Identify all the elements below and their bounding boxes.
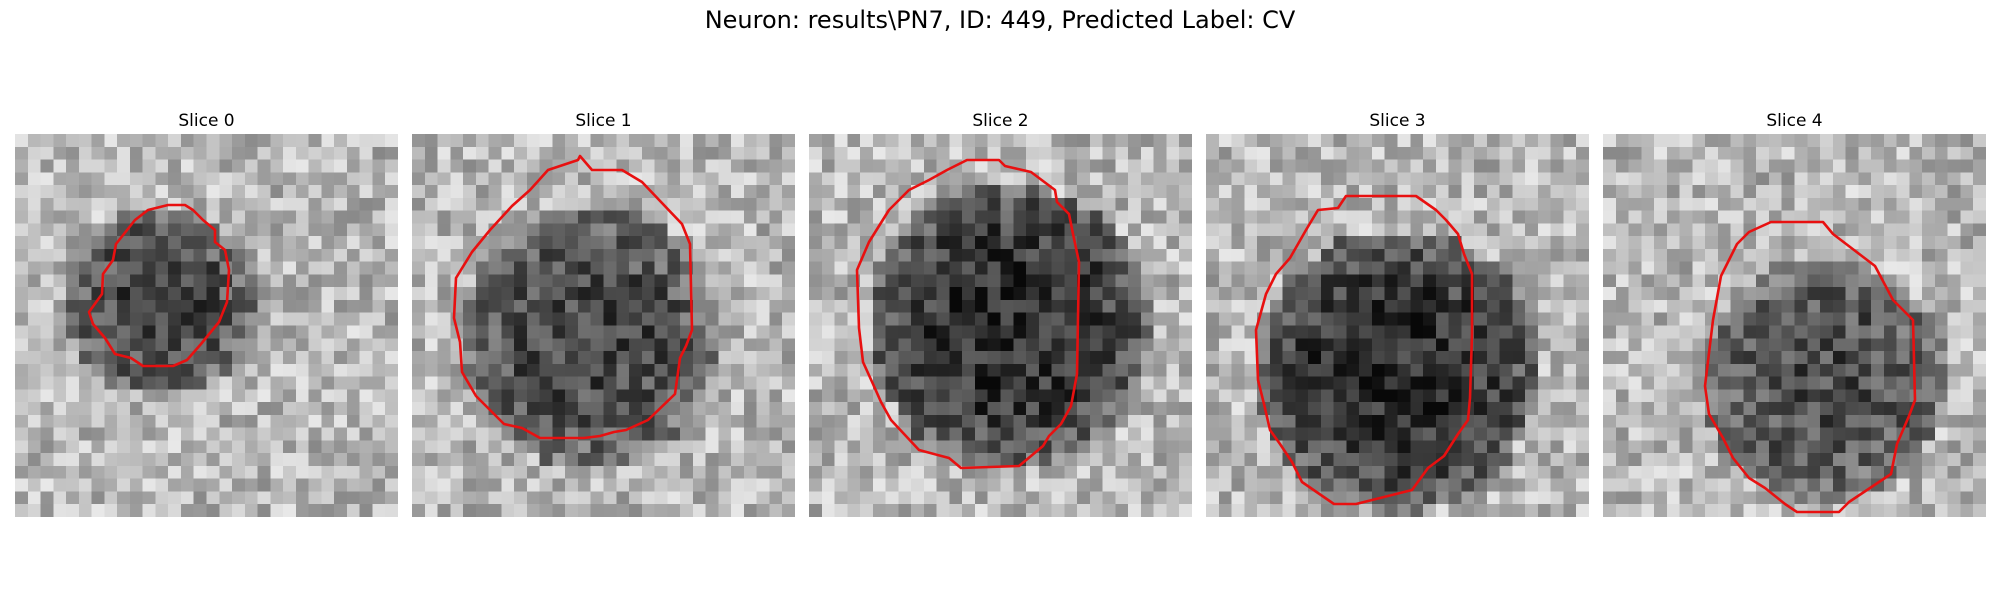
slice-image (1206, 134, 1589, 517)
contour-overlay (1603, 134, 1986, 517)
contour-overlay (15, 134, 398, 517)
slice-title: Slice 3 (1206, 108, 1589, 134)
slice-title: Slice 4 (1603, 108, 1986, 134)
cell-contour (1705, 222, 1915, 512)
figure-title: Neuron: results\PN7, ID: 449, Predicted … (0, 6, 2000, 34)
contour-overlay (412, 134, 795, 517)
slice-title: Slice 0 (15, 108, 398, 134)
slice-panel-2: Slice 2 (809, 108, 1192, 134)
cell-contour (857, 160, 1079, 468)
slice-image (15, 134, 398, 517)
cell-contour (1256, 196, 1472, 504)
cell-contour (89, 205, 229, 366)
slice-image (809, 134, 1192, 517)
slice-panel-3: Slice 3 (1206, 108, 1589, 134)
slice-panel-4: Slice 4 (1603, 108, 1986, 134)
slice-image (412, 134, 795, 517)
slice-panel-0: Slice 0 (15, 108, 398, 134)
contour-overlay (1206, 134, 1589, 517)
slice-image (1603, 134, 1986, 517)
contour-overlay (809, 134, 1192, 517)
cell-contour (454, 156, 692, 438)
slice-title: Slice 2 (809, 108, 1192, 134)
slice-panel-1: Slice 1 (412, 108, 795, 134)
slice-title: Slice 1 (412, 108, 795, 134)
